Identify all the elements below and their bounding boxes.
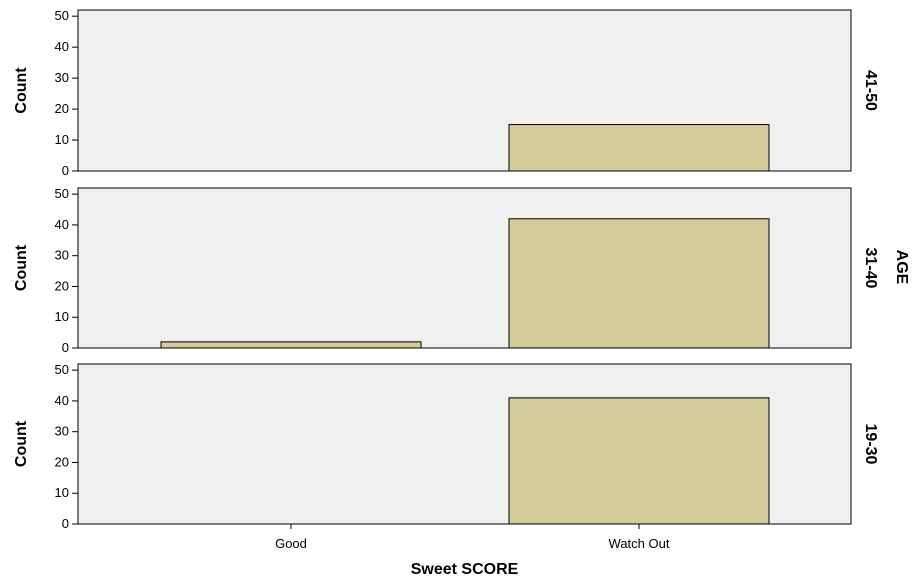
panel-2-ytick-label-5: 50 — [55, 362, 69, 377]
panel-0-ytick-label-5: 50 — [55, 8, 69, 23]
panel-1-ytick-label-0: 0 — [62, 340, 69, 355]
panel-1-bar-good — [160, 341, 422, 349]
panel-0-facet-label: 41-50 — [862, 70, 879, 111]
panel-1-facet-label: 31-40 — [862, 248, 879, 289]
panel-1-ytick-label-4: 40 — [55, 217, 69, 232]
panel-0-ytick-label-3: 30 — [55, 70, 69, 85]
panel-0-ytick-label-0: 0 — [62, 163, 69, 178]
panel-1-ytick-label-5: 50 — [55, 186, 69, 201]
panel-2-ytick-label-1: 10 — [55, 485, 69, 500]
panel-0-ytick-label-2: 20 — [55, 101, 69, 116]
panel-2-ytick-label-2: 20 — [55, 454, 69, 469]
panel-2-ytick-label-4: 40 — [55, 393, 69, 408]
panel-1-ytick-label-2: 20 — [55, 278, 69, 293]
x-axis-title: Sweet SCORE — [411, 561, 519, 578]
panel-0-bar-watch-out — [508, 124, 770, 172]
facet-variable-title: AGE — [893, 250, 910, 285]
panel-2-ytick-label-3: 30 — [55, 424, 69, 439]
panel-2-bar-watch-out — [508, 397, 770, 525]
panel-2-ytick-label-0: 0 — [62, 516, 69, 531]
panel-0-ytick-label-4: 40 — [55, 39, 69, 54]
panel-1-bar-watch-out — [508, 218, 770, 349]
xtick-label-0: Good — [275, 536, 307, 551]
panel-1-ytick-label-1: 10 — [55, 309, 69, 324]
panel-2-ylabel: Count — [13, 420, 30, 467]
panel-1-ylabel: Count — [13, 244, 30, 291]
panel-0-ytick-label-1: 10 — [55, 132, 69, 147]
panel-1-ytick-label-3: 30 — [55, 248, 69, 263]
panel-2-facet-label: 19-30 — [862, 424, 879, 465]
panel-0-ylabel: Count — [13, 67, 30, 114]
xtick-label-1: Watch Out — [609, 536, 670, 551]
